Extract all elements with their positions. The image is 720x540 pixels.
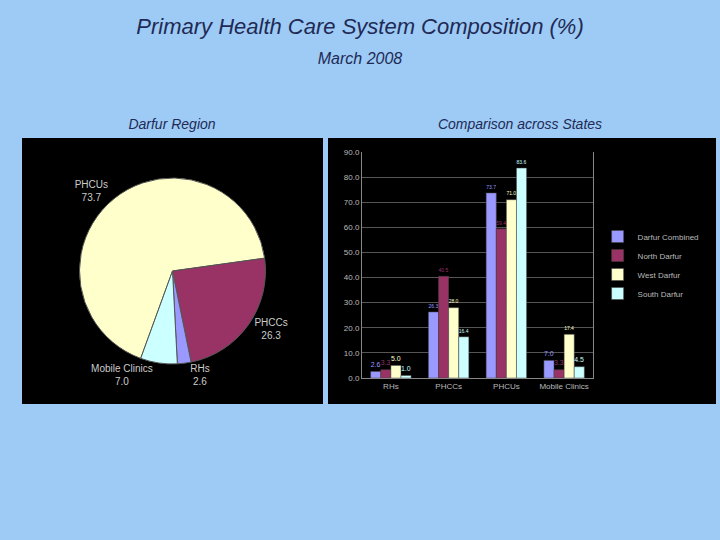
svg-text:59.4: 59.4 bbox=[496, 220, 506, 226]
svg-text:30.0: 30.0 bbox=[344, 298, 360, 307]
svg-text:Mobile Clinics: Mobile Clinics bbox=[539, 382, 588, 391]
svg-text:RHs2.6: RHs2.6 bbox=[190, 363, 209, 387]
svg-text:West Darfur: West Darfur bbox=[638, 271, 681, 280]
svg-text:PHCCs26.3: PHCCs26.3 bbox=[254, 317, 287, 341]
svg-text:Mobile Clinics7.0: Mobile Clinics7.0 bbox=[91, 363, 153, 387]
svg-text:North Darfur: North Darfur bbox=[638, 252, 682, 261]
svg-text:PHCUs73.7: PHCUs73.7 bbox=[75, 179, 108, 203]
svg-text:90.0: 90.0 bbox=[344, 148, 360, 157]
svg-text:PHCUs: PHCUs bbox=[493, 382, 520, 391]
svg-text:Darfur Combined: Darfur Combined bbox=[638, 233, 699, 242]
svg-text:10.0: 10.0 bbox=[344, 349, 360, 358]
svg-text:60.0: 60.0 bbox=[344, 223, 360, 232]
svg-text:83.6: 83.6 bbox=[516, 159, 526, 165]
svg-text:16.4: 16.4 bbox=[459, 328, 469, 334]
svg-text:3.3: 3.3 bbox=[554, 359, 564, 366]
svg-text:73.7: 73.7 bbox=[486, 184, 496, 190]
svg-text:South Darfur: South Darfur bbox=[638, 290, 684, 299]
svg-text:20.0: 20.0 bbox=[344, 324, 360, 333]
svg-text:0.0: 0.0 bbox=[348, 374, 360, 383]
svg-text:RHs: RHs bbox=[383, 382, 399, 391]
svg-text:80.0: 80.0 bbox=[344, 173, 360, 182]
svg-text:71.0: 71.0 bbox=[506, 190, 516, 196]
html-text:Darfur Region: Darfur Region bbox=[128, 116, 216, 132]
svg-text:50.0: 50.0 bbox=[344, 248, 360, 257]
svg-text:40.5: 40.5 bbox=[439, 267, 449, 273]
svg-text:28.0: 28.0 bbox=[449, 298, 459, 304]
svg-text:5.0: 5.0 bbox=[391, 355, 401, 362]
svg-text:7.0: 7.0 bbox=[544, 350, 554, 357]
svg-text:70.0: 70.0 bbox=[344, 198, 360, 207]
svg-text:3.3: 3.3 bbox=[381, 359, 391, 366]
svg-text:4.5: 4.5 bbox=[574, 356, 584, 363]
svg-text:PHCCs: PHCCs bbox=[435, 382, 462, 391]
svg-text:1.0: 1.0 bbox=[401, 365, 411, 372]
svg-text:26.3: 26.3 bbox=[428, 303, 438, 309]
svg-text:17.4: 17.4 bbox=[564, 325, 574, 331]
svg-text:2.6: 2.6 bbox=[371, 361, 381, 368]
html-text:Primary Health Care System Com: Primary Health Care System Composition (… bbox=[136, 14, 584, 39]
html-text:Comparison across States: Comparison across States bbox=[437, 116, 603, 132]
svg-text:40.0: 40.0 bbox=[344, 273, 360, 282]
html-text:March 2008: March 2008 bbox=[317, 50, 403, 67]
